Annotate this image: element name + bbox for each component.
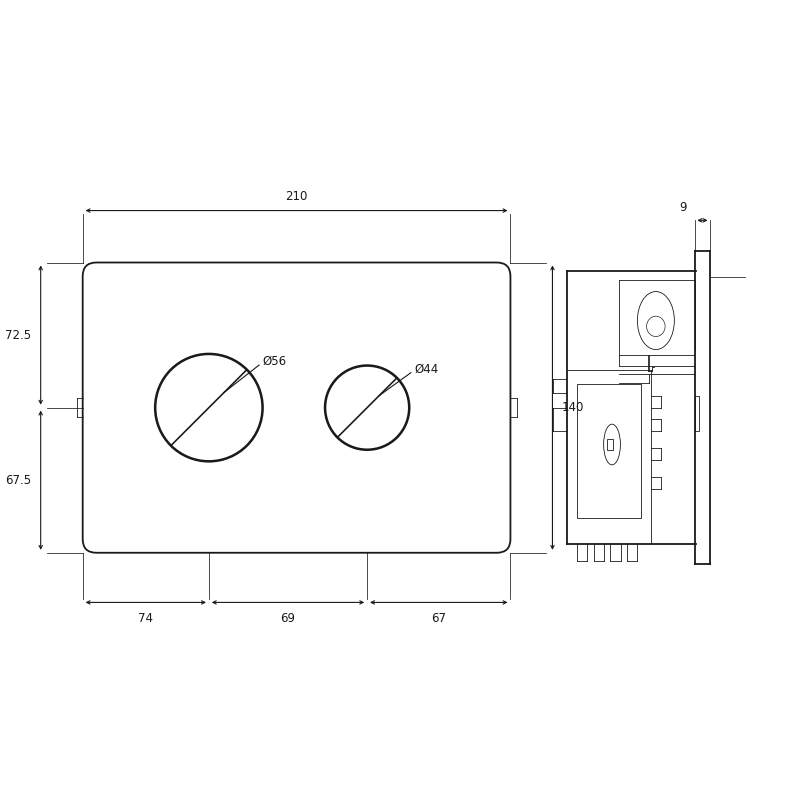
- Bar: [577, 385, 641, 518]
- Text: 72.5: 72.5: [6, 329, 31, 342]
- Text: 67: 67: [431, 611, 446, 625]
- Text: Ø56: Ø56: [263, 354, 287, 368]
- Text: 9: 9: [680, 202, 687, 214]
- FancyBboxPatch shape: [82, 262, 510, 553]
- Text: 210: 210: [286, 190, 308, 203]
- Text: 69: 69: [281, 611, 295, 625]
- Bar: [607, 439, 614, 450]
- Text: Ø44: Ø44: [414, 362, 439, 375]
- Text: 140: 140: [562, 401, 584, 414]
- Text: 67.5: 67.5: [6, 474, 31, 486]
- Bar: [694, 396, 699, 431]
- Text: 74: 74: [138, 611, 154, 625]
